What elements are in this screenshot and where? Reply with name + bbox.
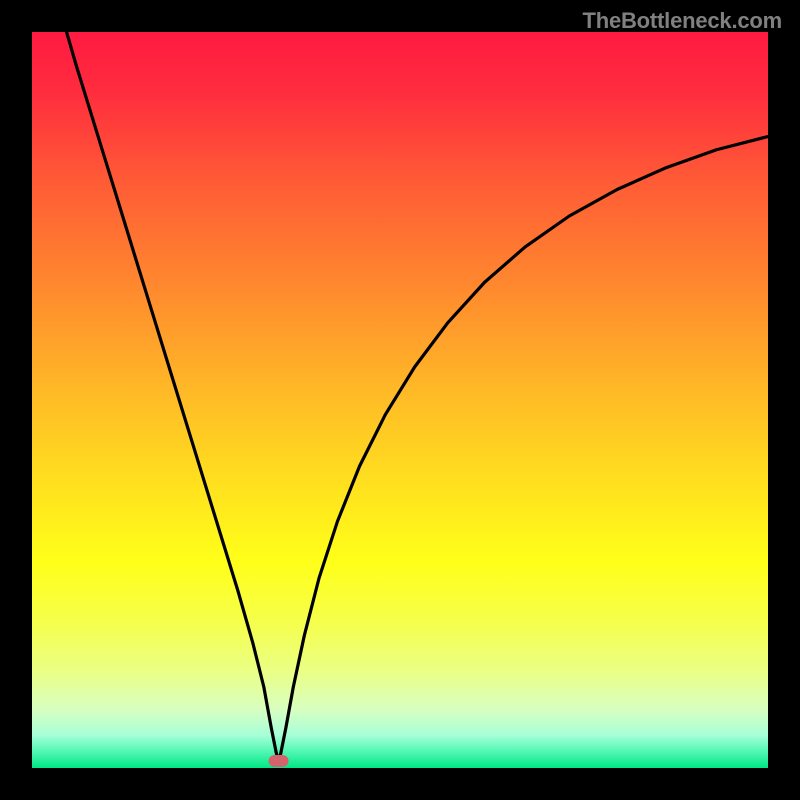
plot-svg [32, 32, 768, 768]
optimal-marker [269, 755, 289, 767]
chart-frame: TheBottleneck.com [0, 0, 800, 800]
plot-area [32, 32, 768, 768]
gradient-background [32, 32, 768, 768]
watermark-label: TheBottleneck.com [582, 8, 782, 34]
